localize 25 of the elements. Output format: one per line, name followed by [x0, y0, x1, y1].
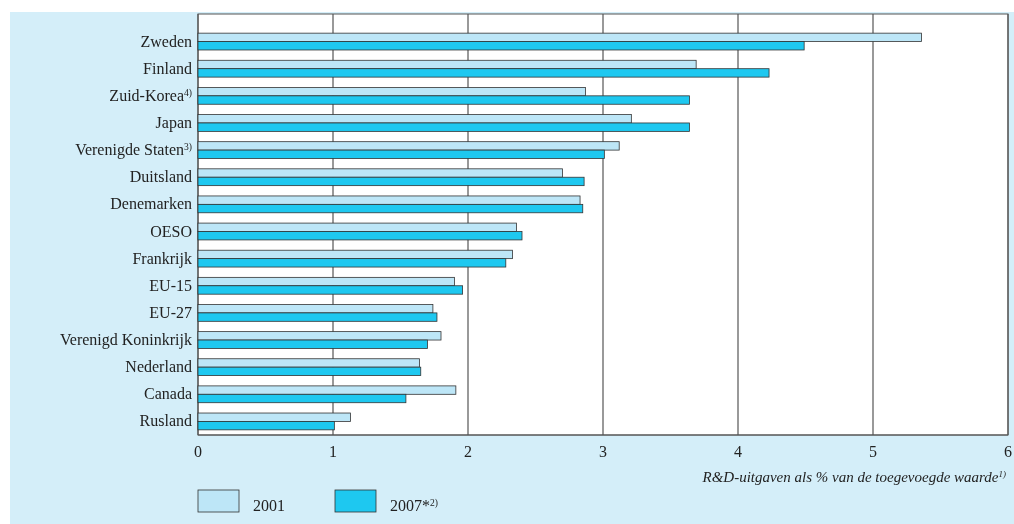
y-tick-label: Finland: [143, 59, 192, 77]
y-tick-label: Frankrijk: [132, 249, 192, 268]
y-tick-label: Zweden: [140, 32, 192, 50]
x-tick-label: 3: [599, 443, 607, 460]
x-tick-label: 6: [1004, 443, 1012, 460]
y-tick-label: OESO: [150, 222, 192, 240]
y-tick-label: Nederland: [125, 358, 192, 376]
y-tick-label: Denemarken: [110, 195, 192, 213]
x-tick-label: 5: [869, 443, 877, 460]
y-tick-label: Japan: [155, 113, 192, 132]
y-tick-label: Verenigde Staten$^{3)}$: [75, 140, 192, 160]
x-tick-label: 4: [734, 443, 742, 460]
x-tick-label: 0: [194, 443, 202, 460]
legend-label: 2007*$^{2)}$: [390, 496, 438, 514]
x-axis-title: R&D-uitgaven als % van de toegevoegde waarde$^{1)}$: [701, 469, 1006, 485]
y-tick-label: Duitsland: [129, 168, 192, 186]
legend-label: 2001: [253, 497, 285, 514]
y-tick-label: Verenigd Koninkrijk: [60, 331, 192, 350]
x-tick-label: 1: [329, 443, 337, 460]
y-tick-label: Zuid-Korea$^{4)}$: [109, 86, 192, 104]
y-tick-label: EU-15: [149, 276, 192, 294]
y-tick-label: Rusland: [139, 412, 192, 430]
y-tick-label: EU-27: [149, 303, 192, 321]
x-tick-label: 2: [464, 443, 472, 460]
y-tick-label: Canada: [144, 385, 192, 403]
